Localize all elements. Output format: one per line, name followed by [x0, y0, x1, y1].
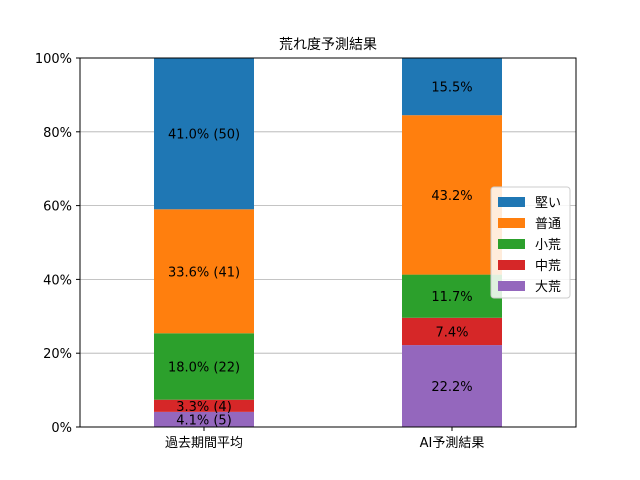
- data-label: 33.6% (41): [168, 265, 240, 280]
- legend-label: 中荒: [535, 259, 561, 274]
- x-tick-label: AI予測結果: [420, 436, 485, 451]
- bar-segment: [154, 411, 254, 427]
- y-tick-label: 80%: [43, 126, 72, 141]
- data-label: 3.3% (4): [176, 400, 232, 415]
- data-label: 15.5%: [431, 81, 472, 96]
- bar-segment: [154, 209, 254, 334]
- legend-swatch: [498, 218, 525, 228]
- bar-segment: [402, 345, 502, 427]
- data-label: 43.2%: [431, 189, 472, 204]
- data-label: 7.4%: [435, 325, 468, 340]
- legend-label: 普通: [535, 217, 561, 232]
- y-tick-label: 0%: [51, 421, 72, 436]
- bars: [154, 58, 502, 427]
- data-label: 22.2%: [431, 380, 472, 395]
- bar-segment: [402, 115, 502, 275]
- legend-label: 堅い: [535, 196, 561, 211]
- data-label: 11.7%: [431, 290, 472, 305]
- bar-segment: [154, 399, 254, 412]
- axes: 0% 20% 40% 60% 80% 100% 過去期間平均 AI予測結果: [35, 52, 485, 451]
- y-tick-label: 40%: [43, 273, 72, 288]
- legend-swatch: [498, 197, 525, 207]
- y-tick-label: 60%: [43, 200, 72, 215]
- y-tick-label: 100%: [35, 52, 72, 67]
- data-label: 41.0% (50): [168, 128, 240, 143]
- data-label: 4.1% (5): [176, 413, 232, 428]
- y-tick-label: 20%: [43, 347, 72, 362]
- legend-box: [490, 186, 571, 299]
- bar-labels: 4.1% (5)3.3% (4) 18.0% (22) 33.6% (41) 41.0…: [168, 81, 473, 429]
- legend-swatch: [498, 260, 525, 270]
- legend-label: 大荒: [535, 280, 561, 295]
- plot-frame: [79, 57, 577, 428]
- chart-title: 荒れ度予測結果: [279, 37, 377, 53]
- bar-segment: [154, 58, 254, 210]
- bar-segment: [402, 274, 502, 318]
- bar-segment: [402, 317, 502, 346]
- legend-label: 小荒: [535, 238, 561, 253]
- legend-swatch: [498, 239, 525, 249]
- legend-swatch: [498, 281, 525, 291]
- bar-segment: [154, 333, 254, 400]
- bar-segment: [402, 58, 502, 116]
- data-label: 18.0% (22): [168, 360, 240, 375]
- x-tick-label: 過去期間平均: [165, 436, 243, 451]
